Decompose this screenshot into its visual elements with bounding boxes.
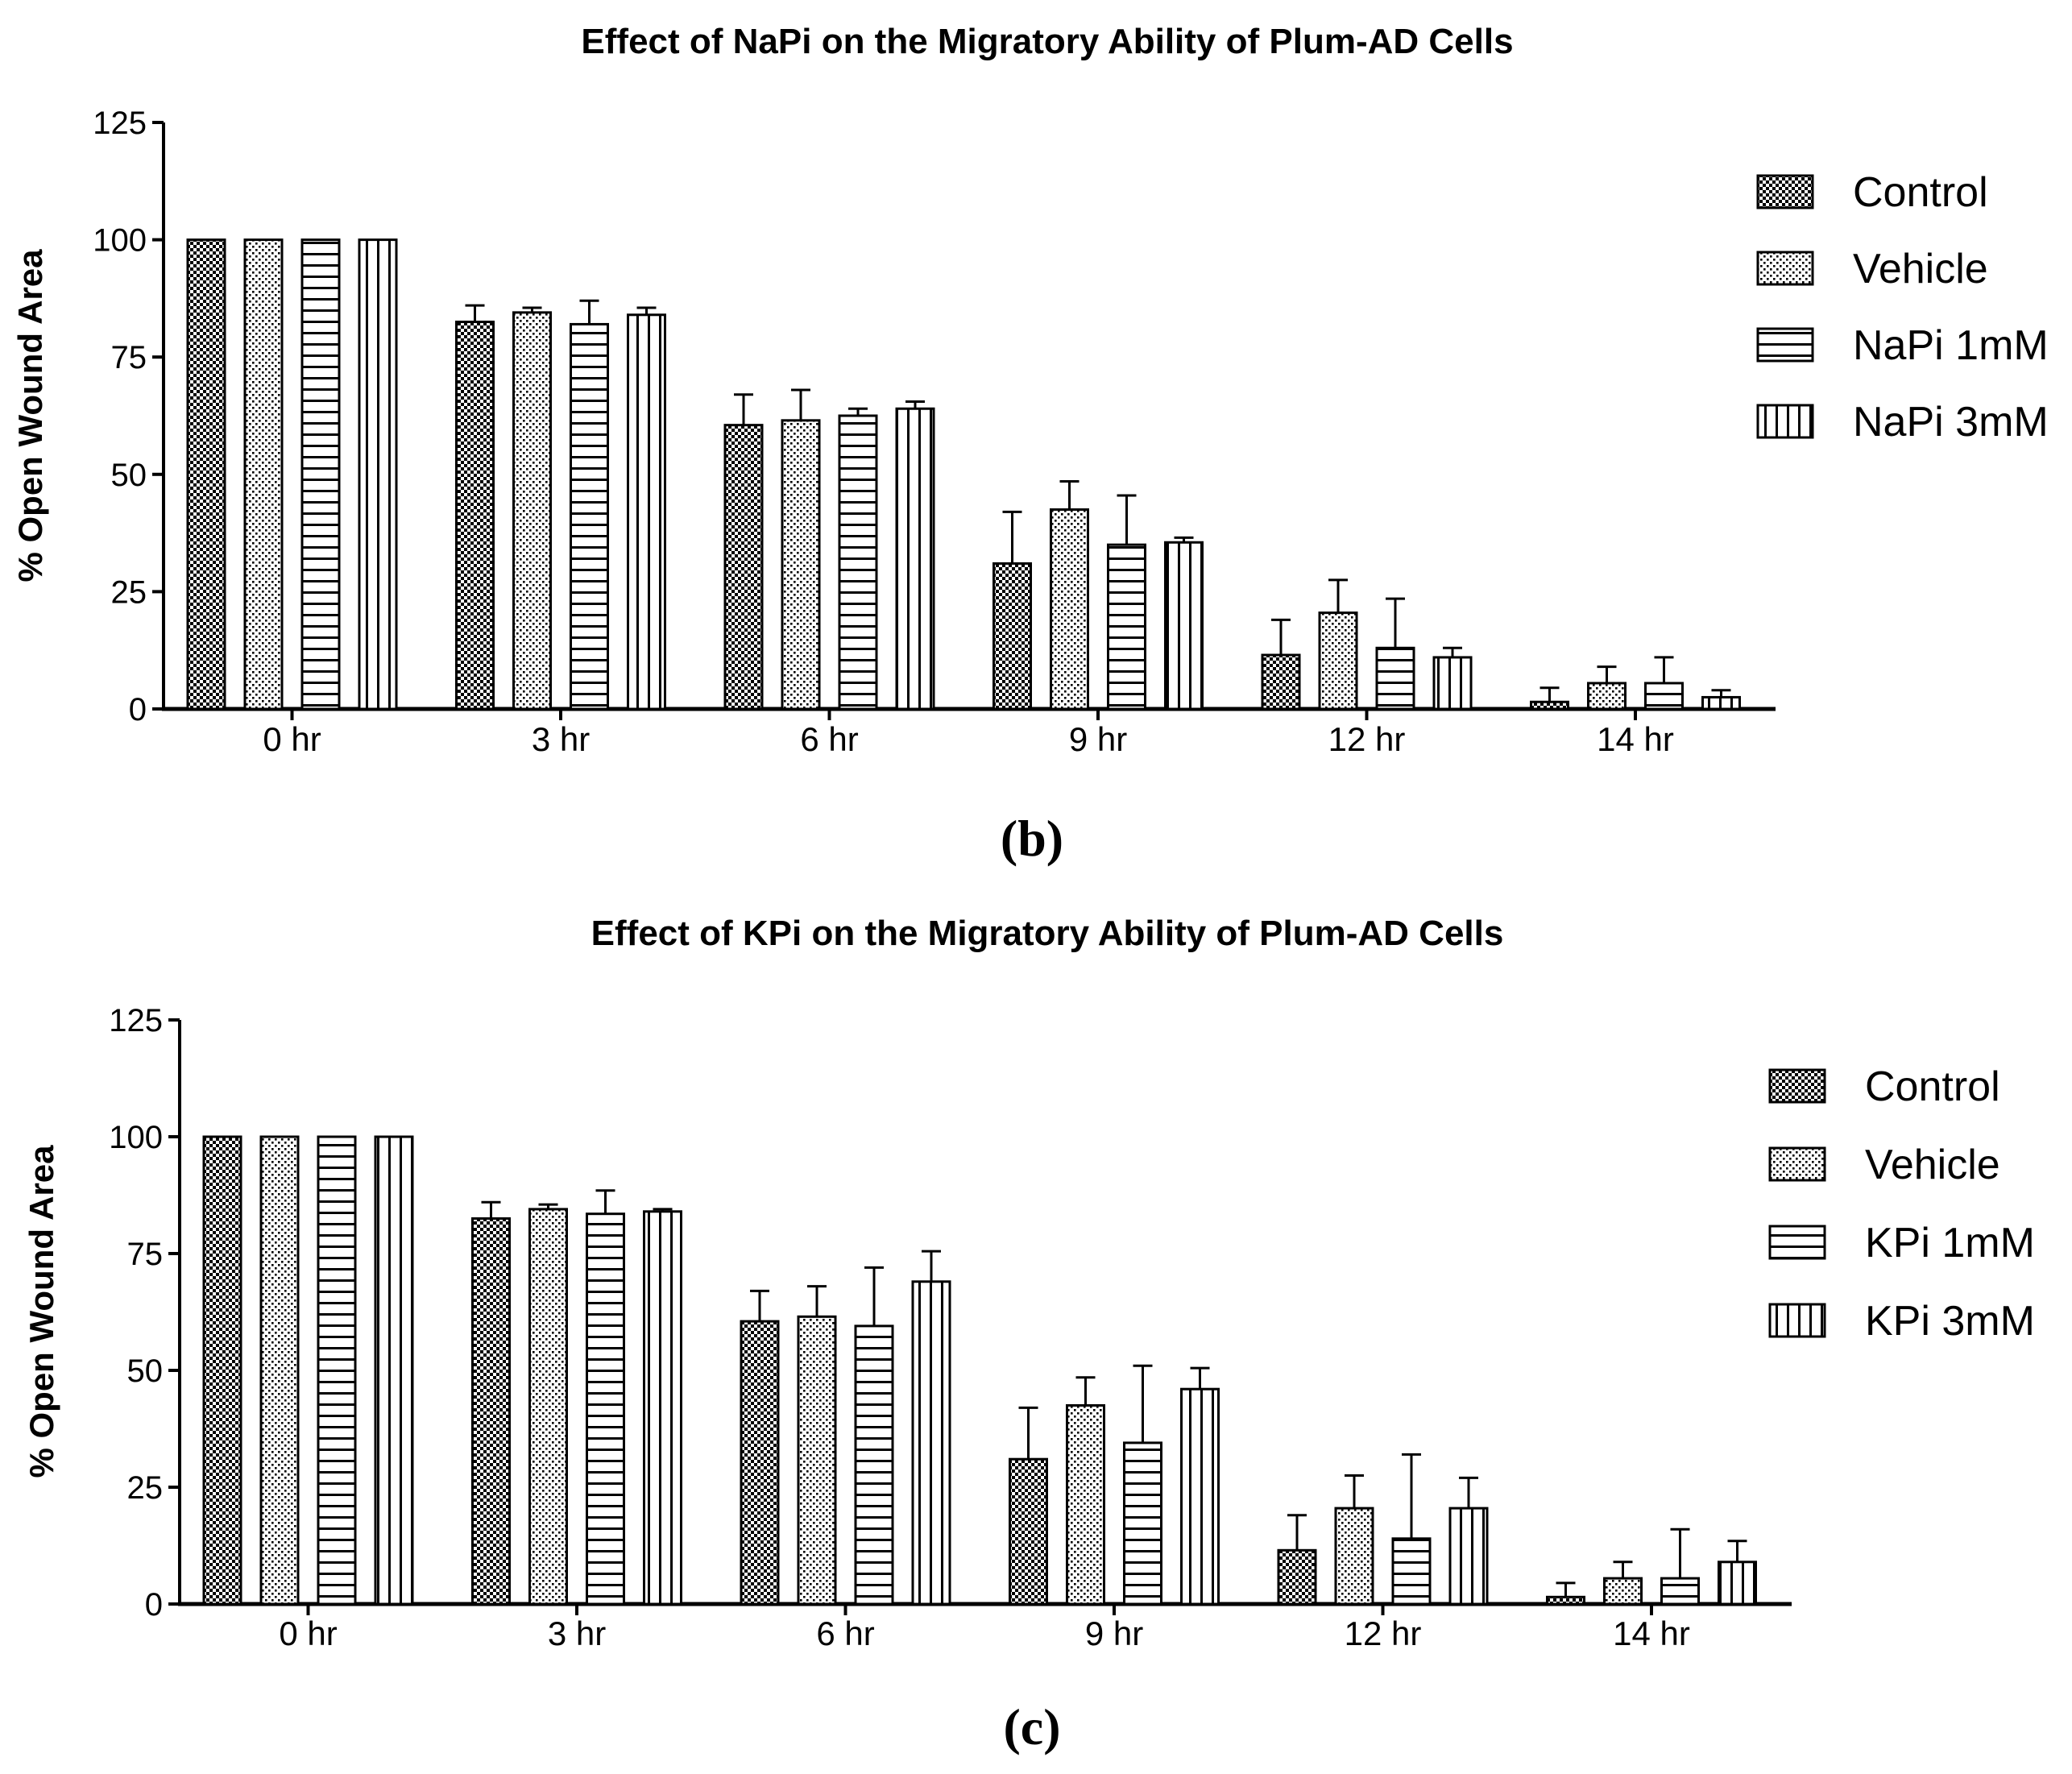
bar-kpi-1mm-0hr xyxy=(317,1135,357,1606)
x-tick-label: 14 hr xyxy=(1613,1614,1690,1652)
chart-title: Effect of NaPi on the Migratory Ability … xyxy=(581,22,1513,61)
bar-vehicle-14hr xyxy=(1603,1577,1643,1606)
legend-label: NaPi 3mM xyxy=(1853,399,2049,446)
bar-control-6hr xyxy=(723,424,764,711)
bar-control-12hr xyxy=(1277,1548,1317,1606)
x-tick-label: 3 hr xyxy=(548,1614,606,1652)
x-tick-label: 12 hr xyxy=(1345,1614,1422,1652)
bar-vehicle-9hr xyxy=(1066,1404,1105,1606)
legend-swatch xyxy=(1756,251,1814,286)
legend-label: Control xyxy=(1853,169,1988,216)
bar-napi-1mm-14hr xyxy=(1644,682,1684,711)
bar-kpi-1mm-12hr xyxy=(1391,1537,1432,1606)
y-tick-label: 100 xyxy=(93,223,147,259)
bar-control-9hr xyxy=(992,562,1032,711)
y-tick-label: 75 xyxy=(111,340,147,375)
bar-napi-1mm-3hr xyxy=(570,322,609,711)
legend-swatch xyxy=(1756,404,1814,439)
bar-vehicle-6hr xyxy=(781,419,821,711)
bar-vehicle-12hr xyxy=(1334,1507,1374,1606)
bar-kpi-3mm-9hr xyxy=(1180,1387,1220,1606)
y-tick-label: 50 xyxy=(127,1353,164,1389)
bar-control-12hr xyxy=(1261,653,1301,711)
panel-label: (b) xyxy=(1001,810,1063,867)
bar-vehicle-14hr xyxy=(1587,682,1627,711)
bar-control-14hr xyxy=(1546,1595,1585,1606)
bar-kpi-3mm-3hr xyxy=(643,1210,682,1606)
bar-kpi-1mm-3hr xyxy=(586,1212,625,1606)
bar-napi-3mm-6hr xyxy=(895,407,935,711)
legend-swatch xyxy=(1768,1068,1826,1104)
y-axis-label: % Open Wound Area xyxy=(23,1145,60,1478)
bar-kpi-3mm-14hr xyxy=(1718,1561,1757,1606)
bar-vehicle-3hr xyxy=(512,311,552,711)
bar-vehicle-0hr xyxy=(243,238,284,711)
x-tick-label: 6 hr xyxy=(800,720,858,758)
bar-control-0hr xyxy=(186,238,226,711)
bar-napi-3mm-9hr xyxy=(1164,541,1204,711)
bar-napi-1mm-12hr xyxy=(1375,646,1415,711)
x-tick-label: 0 hr xyxy=(263,720,321,758)
chart-panel-c: Effect of KPi on the Migratory Ability o… xyxy=(23,914,2035,1755)
y-tick-label: 25 xyxy=(127,1470,164,1506)
bar-napi-3mm-0hr xyxy=(358,238,398,711)
bar-napi-3mm-12hr xyxy=(1432,656,1473,711)
bar-kpi-3mm-12hr xyxy=(1448,1507,1489,1606)
bar-control-3hr xyxy=(471,1217,511,1606)
legend-label: Control xyxy=(1865,1063,2000,1110)
y-tick-label: 125 xyxy=(93,106,147,141)
bar-napi-1mm-9hr xyxy=(1107,543,1146,711)
legend-label: Vehicle xyxy=(1853,246,1988,292)
bar-kpi-1mm-14hr xyxy=(1660,1577,1700,1606)
bar-vehicle-0hr xyxy=(259,1135,300,1606)
x-tick-label: 6 hr xyxy=(816,1614,874,1652)
x-tick-label: 9 hr xyxy=(1069,720,1127,758)
bar-control-0hr xyxy=(202,1135,242,1606)
bar-napi-3mm-3hr xyxy=(627,313,666,711)
x-tick-label: 9 hr xyxy=(1085,1614,1143,1652)
panel-label: (c) xyxy=(1003,1698,1060,1755)
y-tick-label: 125 xyxy=(109,1003,163,1038)
legend-label: NaPi 1mM xyxy=(1853,322,2049,369)
bar-control-6hr xyxy=(740,1320,780,1606)
bar-control-14hr xyxy=(1530,700,1569,711)
y-tick-label: 50 xyxy=(111,458,147,493)
y-axis-label: % Open Wound Area xyxy=(11,249,49,582)
bar-napi-3mm-14hr xyxy=(1701,695,1741,711)
y-tick-label: 75 xyxy=(127,1237,164,1272)
y-tick-label: 0 xyxy=(145,1587,163,1623)
legend-swatch xyxy=(1768,1303,1826,1338)
legend-swatch xyxy=(1756,327,1814,363)
bar-kpi-3mm-0hr xyxy=(374,1135,414,1606)
legend-label: KPi 3mM xyxy=(1865,1298,2035,1345)
x-tick-label: 12 hr xyxy=(1328,720,1406,758)
bar-napi-1mm-0hr xyxy=(300,238,341,711)
bar-napi-1mm-6hr xyxy=(838,414,878,711)
legend-swatch xyxy=(1768,1146,1826,1182)
bar-kpi-1mm-6hr xyxy=(854,1324,894,1606)
y-tick-label: 100 xyxy=(109,1120,163,1155)
legend-label: Vehicle xyxy=(1865,1142,2000,1188)
chart-title: Effect of KPi on the Migratory Ability o… xyxy=(591,914,1504,953)
y-tick-label: 0 xyxy=(129,692,147,727)
bar-control-9hr xyxy=(1009,1457,1048,1606)
bar-kpi-1mm-9hr xyxy=(1123,1441,1162,1606)
legend-label: KPi 1mM xyxy=(1865,1220,2035,1266)
bar-control-3hr xyxy=(455,321,495,711)
legend-swatch xyxy=(1768,1225,1826,1260)
x-tick-label: 14 hr xyxy=(1597,720,1674,758)
bar-kpi-3mm-6hr xyxy=(911,1280,951,1606)
chart-panel-b: Effect of NaPi on the Migratory Ability … xyxy=(11,22,2049,867)
x-tick-label: 0 hr xyxy=(279,1614,337,1652)
x-tick-label: 3 hr xyxy=(532,720,590,758)
bar-vehicle-6hr xyxy=(797,1315,837,1606)
legend-swatch xyxy=(1756,174,1814,209)
bar-vehicle-9hr xyxy=(1050,508,1089,711)
y-tick-label: 25 xyxy=(111,574,147,610)
bar-vehicle-3hr xyxy=(528,1208,568,1606)
bar-vehicle-12hr xyxy=(1318,611,1358,711)
